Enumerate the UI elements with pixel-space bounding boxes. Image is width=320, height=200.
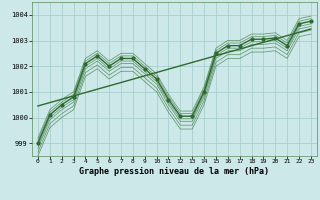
- X-axis label: Graphe pression niveau de la mer (hPa): Graphe pression niveau de la mer (hPa): [79, 167, 269, 176]
